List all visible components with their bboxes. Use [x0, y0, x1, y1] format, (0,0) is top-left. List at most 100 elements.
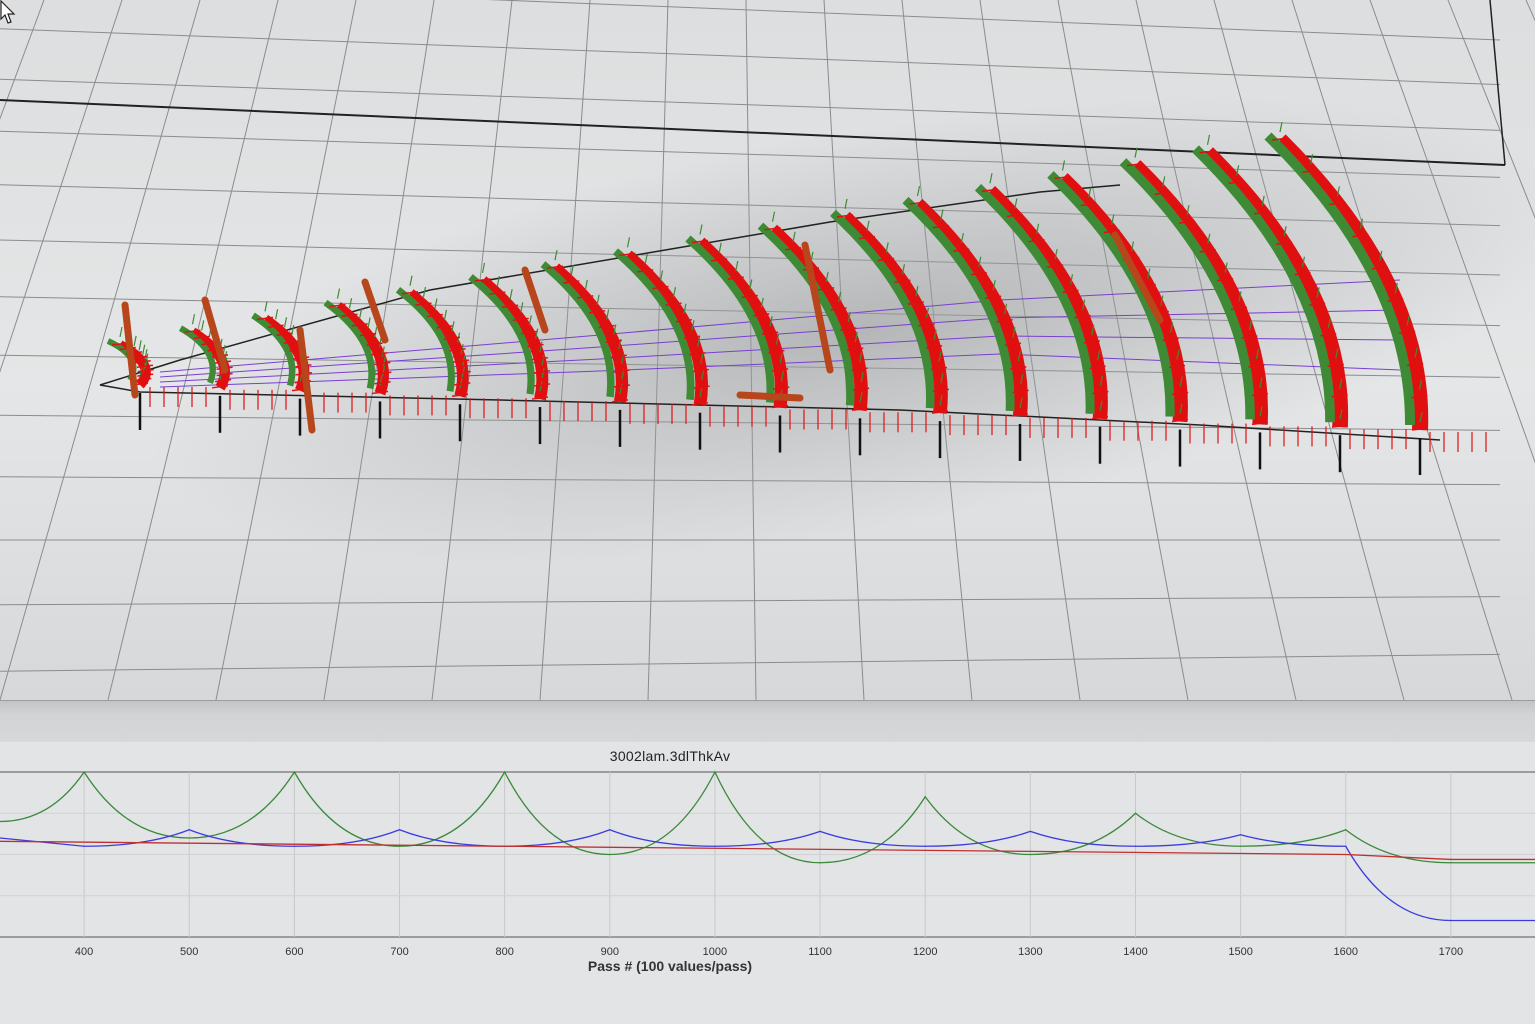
- hatch-tick: [541, 367, 545, 379]
- hatch-tick: [1331, 393, 1348, 398]
- hatch-tick: [665, 302, 682, 306]
- data-point: [0, 837, 1, 839]
- hatch-tick: [1335, 348, 1339, 359]
- hatch-tick: [451, 321, 455, 332]
- panel-splitter[interactable]: [0, 700, 1535, 743]
- blade-section-green: [178, 325, 216, 384]
- probe: [736, 391, 804, 402]
- hatch-tick: [1407, 362, 1424, 367]
- hatch-tick: [137, 368, 154, 373]
- hatch-tick: [1217, 277, 1234, 282]
- hatch-tick: [1238, 291, 1242, 302]
- hatch-tick: [520, 302, 524, 313]
- hatch-tick: [1035, 223, 1040, 234]
- hatch-tick: [216, 372, 233, 377]
- hatch-tick: [644, 253, 648, 265]
- hatch-tick: [138, 340, 142, 351]
- data-point: [714, 845, 716, 847]
- hatch-tick: [699, 386, 703, 397]
- hatch-tick: [860, 372, 864, 383]
- hatch-tick: [605, 339, 622, 344]
- hatch-tick: [381, 365, 386, 376]
- hatch-tick: [137, 373, 154, 377]
- blade-section-green: [1264, 132, 1416, 426]
- hatch-tick: [283, 317, 288, 328]
- blade-section-red: [1129, 160, 1269, 425]
- data-point: [1134, 812, 1137, 814]
- hatch-tick: [1130, 241, 1135, 252]
- hatch-tick: [267, 324, 284, 329]
- x-tick-label: 900: [600, 946, 619, 958]
- hatch-tick: [1074, 314, 1091, 319]
- hatch-tick: [596, 294, 600, 305]
- probe: [361, 278, 389, 344]
- hatch-tick: [1316, 287, 1320, 298]
- data-point: [609, 853, 611, 856]
- hatch-tick: [1179, 376, 1183, 387]
- hatch-tick: [939, 395, 943, 406]
- hatch-tick: [851, 367, 868, 371]
- hatch-tick: [953, 248, 970, 252]
- hatch-tick: [978, 256, 982, 267]
- hatch-tick: [528, 315, 532, 326]
- line-chart[interactable]: [0, 742, 1535, 1024]
- data-point: [1450, 862, 1452, 864]
- blade-section-green: [251, 312, 296, 387]
- blade-section-red: [1202, 147, 1349, 428]
- hatch-tick: [918, 323, 935, 327]
- blade-section-green: [323, 299, 376, 390]
- hatch-tick: [119, 326, 123, 338]
- hatch-tick: [1199, 150, 1216, 154]
- hatch-tick: [533, 370, 551, 374]
- series-line: [0, 770, 1535, 864]
- probe: [121, 301, 139, 399]
- grid-line: [107, 0, 279, 700]
- hatch-tick: [818, 287, 835, 291]
- hatch-tick: [367, 317, 371, 328]
- hatch-tick: [329, 303, 346, 308]
- hatch-tick: [111, 342, 129, 346]
- hatch-tick: [359, 307, 363, 318]
- hatch-tick: [691, 320, 695, 331]
- x-tick-label: 1100: [808, 946, 832, 958]
- hatch-tick: [1089, 365, 1106, 369]
- data-point: [504, 771, 506, 773]
- data-point: [1240, 834, 1242, 836]
- data-point: [188, 829, 190, 831]
- grid-line: [0, 596, 1501, 606]
- hatch-tick: [1160, 295, 1164, 306]
- hatch-tick: [449, 347, 466, 352]
- hatch-tick: [436, 325, 453, 329]
- 3d-scene[interactable]: [0, 0, 1535, 700]
- blade-section-green: [757, 222, 855, 406]
- hatch-tick: [382, 356, 386, 367]
- hatch-tick: [960, 233, 964, 244]
- hatch-tick: [691, 401, 709, 406]
- hatch-tick: [1088, 187, 1092, 198]
- hatch-tick: [762, 331, 779, 335]
- probe: [201, 296, 229, 374]
- hatch-tick: [1259, 406, 1263, 417]
- hatch-tick: [940, 373, 944, 384]
- hatch-tick: [637, 269, 654, 273]
- x-tick-label: 1000: [702, 946, 728, 958]
- blade-section-green: [1047, 171, 1175, 417]
- hatch-tick: [1371, 266, 1388, 270]
- hatch-tick: [1006, 213, 1023, 218]
- chart-grid: [0, 771, 1535, 938]
- 3d-viewport[interactable]: [0, 0, 1535, 700]
- hatch-tick: [1012, 389, 1029, 394]
- hatch-tick: [1224, 262, 1228, 273]
- hatch-tick: [191, 314, 196, 325]
- probe: [521, 266, 549, 334]
- hatch-tick: [697, 336, 701, 348]
- hatch-tick: [1327, 317, 1331, 328]
- hatch-tick: [531, 396, 549, 400]
- hatch-tick: [613, 369, 630, 373]
- x-tick-label: 1400: [1123, 946, 1148, 958]
- graph-title: 3002lam.3dlThkAv: [609, 748, 731, 764]
- hatch-tick: [142, 344, 146, 355]
- hatch-tick: [847, 347, 864, 351]
- hatch-tick: [134, 360, 151, 364]
- x-tick-label: 800: [495, 946, 514, 958]
